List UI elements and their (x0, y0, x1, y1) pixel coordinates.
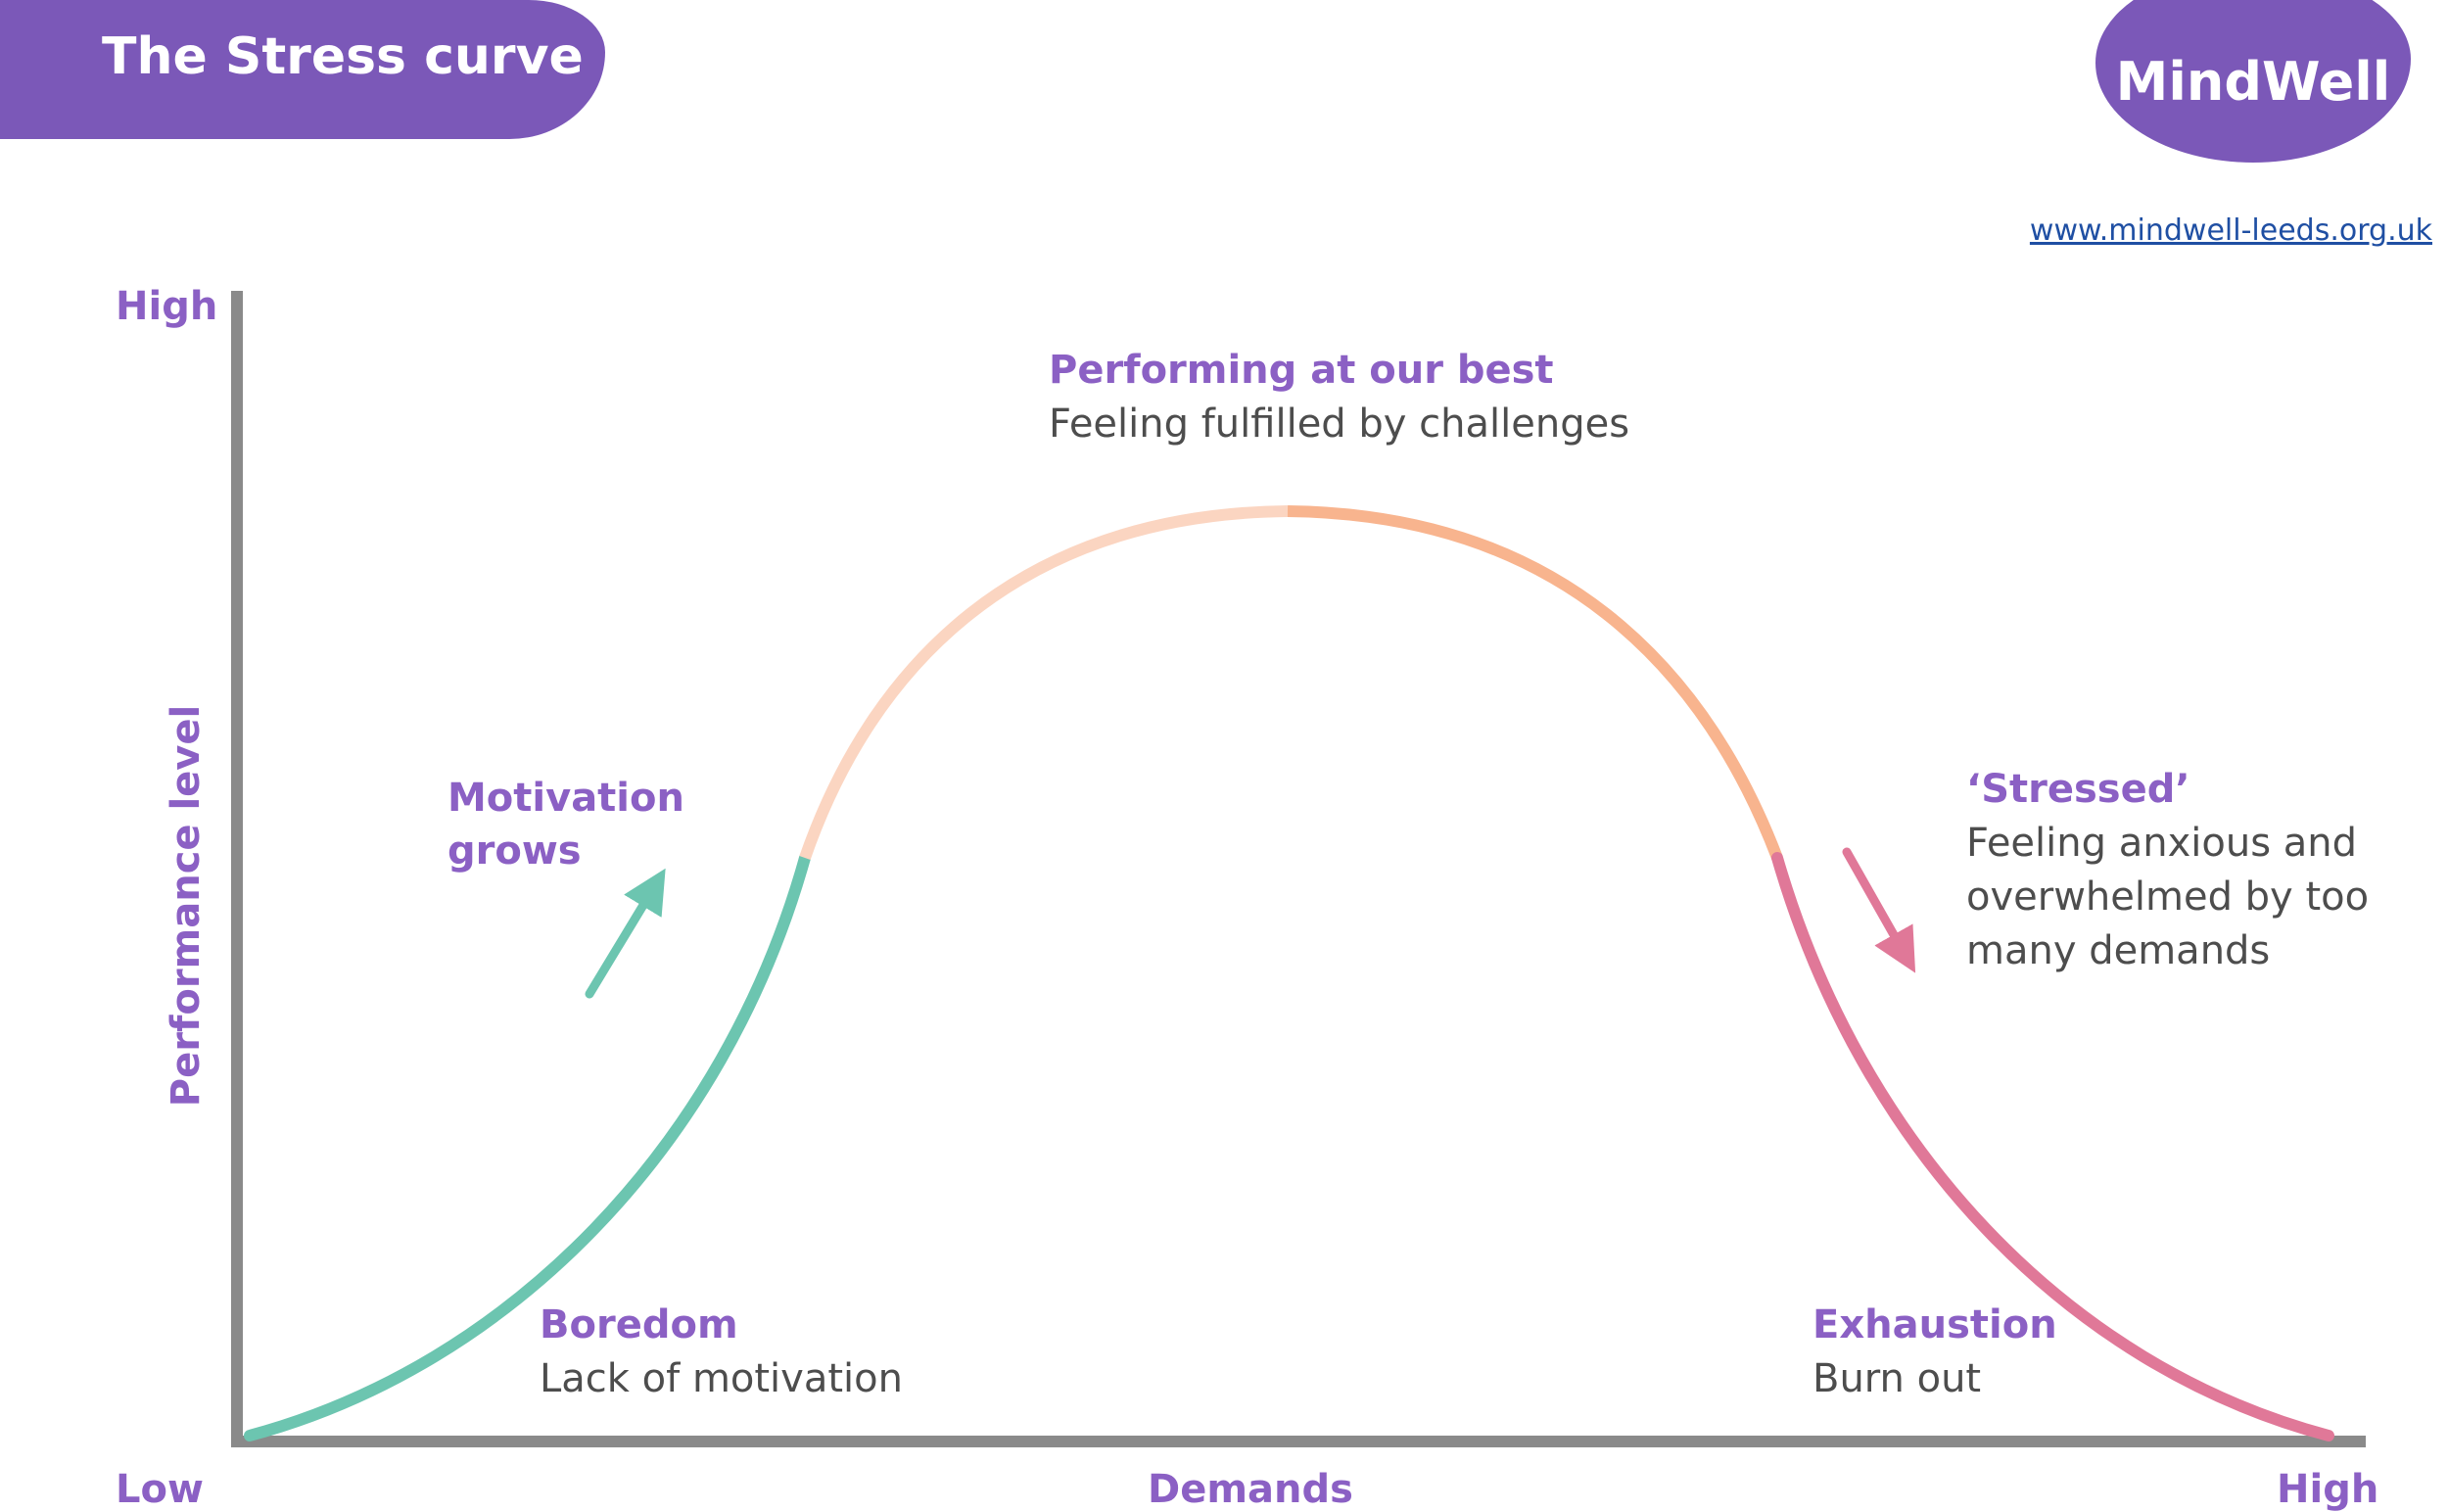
mindwell-logo[interactable]: MindWell (2095, 0, 2411, 163)
stressed-zone-text-line3: many demands (1966, 928, 2271, 973)
x-axis-high-label: High (2277, 1467, 2379, 1512)
exhaustion-zone-heading: Exhaustion (1812, 1302, 2057, 1347)
curve-rising-best-segment (799, 505, 1289, 860)
y-axis-low-label: Low (116, 1467, 204, 1512)
stressed-zone-text-line2: overwhelmed by too (1966, 874, 2370, 920)
logo-text: MindWell (2115, 51, 2391, 113)
arrow-up-right-icon (585, 868, 666, 999)
y-axis-high-label: High (116, 284, 218, 329)
y-axis-title: Performance level (164, 704, 209, 1108)
best-zone-heading: Performing at our best (1049, 348, 1554, 393)
title-banner: The Stress curve (0, 0, 605, 139)
curve-falling-best-segment (1287, 505, 1783, 861)
page-title: The Stress curve (102, 27, 584, 86)
motivation-label-line2: grows (447, 828, 582, 874)
curve-stressed-segment (1771, 852, 2334, 1441)
website-link[interactable]: www.mindwell-leeds.org.uk (2029, 213, 2432, 248)
boredom-zone-text: Lack of motivation (540, 1356, 903, 1401)
x-axis-title: Demands (1148, 1467, 1353, 1512)
arrow-down-right-icon (1842, 847, 1916, 973)
stressed-zone-text-line1: Feeling anxious and (1966, 821, 2358, 866)
exhaustion-zone-text: Burn out (1812, 1356, 1982, 1401)
motivation-label-line1: Motivation (447, 776, 684, 821)
stressed-zone-heading: ‘Stressed’ (1966, 767, 2190, 812)
best-zone-text: Feeling fulfilled by challenges (1049, 402, 1630, 447)
curve-boredom-segment (244, 852, 811, 1441)
boredom-zone-heading: Boredom (540, 1302, 738, 1347)
